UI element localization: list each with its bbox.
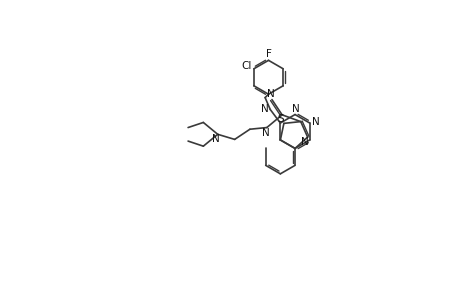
Text: N: N bbox=[267, 89, 274, 99]
Text: N: N bbox=[262, 128, 269, 138]
Text: N: N bbox=[260, 104, 268, 115]
Text: S: S bbox=[277, 114, 284, 124]
Text: N: N bbox=[291, 104, 299, 114]
Text: N: N bbox=[311, 117, 319, 127]
Text: F: F bbox=[266, 49, 272, 59]
Text: N: N bbox=[300, 137, 308, 147]
Text: N: N bbox=[211, 134, 219, 144]
Text: Cl: Cl bbox=[241, 61, 252, 71]
